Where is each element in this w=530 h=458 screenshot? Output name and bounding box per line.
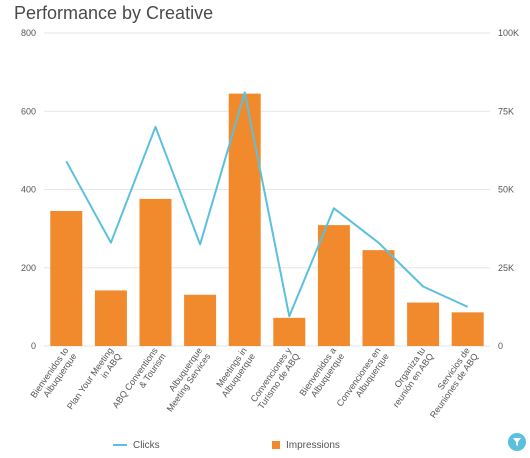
filter-icon (513, 438, 521, 446)
legend-clicks-label: Clicks (133, 439, 160, 451)
bar-impressions (407, 302, 440, 346)
y-left-tick-label: 0 (31, 341, 36, 351)
filter-button[interactable] (508, 433, 526, 451)
bar-impressions (184, 294, 217, 346)
y-left-tick-label: 200 (21, 263, 36, 273)
bar-impressions (94, 290, 127, 346)
x-tick-label: Convenciones yTurismo de ABQ (248, 345, 302, 411)
bar-impressions (451, 312, 484, 346)
line-clicks (65, 91, 469, 318)
y-right-tick-label: 75K (498, 106, 514, 116)
y-left-tick-label: 600 (21, 106, 36, 116)
bar-impressions (139, 198, 172, 346)
y-right-tick-label: 25K (498, 263, 514, 273)
bar-impressions (317, 225, 350, 346)
x-tick-label: Organiza tureunión en ABQ (383, 346, 436, 410)
bar-impressions (228, 93, 261, 346)
x-tick-label: Meetings inAlbuquerque (211, 346, 257, 399)
bar-impressions (50, 211, 83, 346)
y-right-tick-label: 100K (498, 28, 519, 38)
y-left-tick-label: 400 (21, 185, 36, 195)
bar-impressions (273, 317, 306, 346)
legend-impressions-swatch (272, 441, 280, 449)
chart-title: Performance by Creative (14, 3, 214, 23)
legend-item-impressions[interactable]: Impressions (272, 437, 340, 453)
bar-impressions (362, 250, 395, 346)
legend-impressions-label: Impressions (286, 439, 340, 451)
legend-clicks-swatch (113, 444, 127, 446)
y-right-tick-label: 50K (498, 185, 514, 195)
y-left-tick-label: 800 (21, 28, 36, 38)
legend-item-clicks[interactable]: Clicks (113, 437, 160, 453)
y-right-tick-label: 0 (498, 341, 503, 351)
